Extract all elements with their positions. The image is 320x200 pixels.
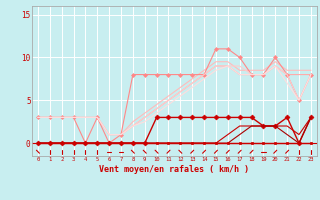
X-axis label: Vent moyen/en rafales ( km/h ): Vent moyen/en rafales ( km/h ) <box>100 165 249 174</box>
